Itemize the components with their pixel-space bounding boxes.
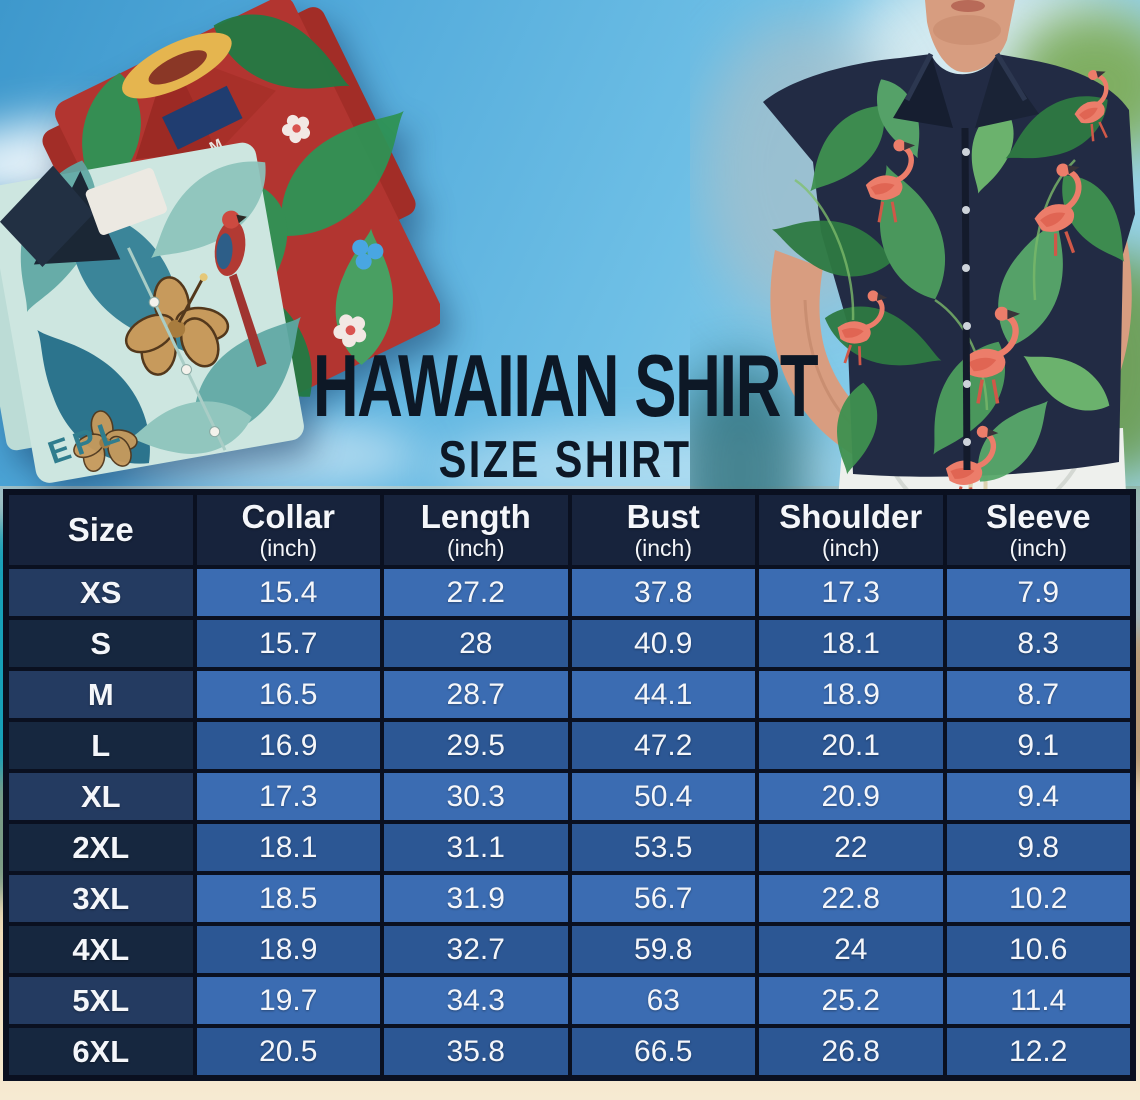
measurement-value: 15.4 (194, 567, 382, 618)
measurement-value: 17.3 (194, 771, 382, 822)
measurement-value: 32.7 (382, 924, 570, 975)
size-label: 2XL (7, 822, 195, 873)
measurement-value: 10.6 (944, 924, 1132, 975)
column-header-sleeve: Sleeve (inch) (944, 493, 1132, 567)
hibiscus-flower (124, 273, 230, 376)
measurement-value: 26.8 (757, 1026, 945, 1077)
measurement-value: 47.2 (569, 720, 757, 771)
measurement-value: 30.3 (382, 771, 570, 822)
measurement-value: 28 (382, 618, 570, 669)
measurement-value: 24 (757, 924, 945, 975)
measurement-value: 37.8 (569, 567, 757, 618)
measurement-value: 34.3 (382, 975, 570, 1026)
table-row: L 16.9 29.5 47.2 20.1 9.1 (7, 720, 1132, 771)
measurement-value: 9.4 (944, 771, 1132, 822)
measurement-value: 9.1 (944, 720, 1132, 771)
size-chart-table: Size Collar (inch) Length (inch) Bust (inch) Sh… (3, 489, 1136, 1081)
size-label: 4XL (7, 924, 195, 975)
measurement-value: 18.1 (194, 822, 382, 873)
size-label: M (7, 669, 195, 720)
measurement-value: 31.1 (382, 822, 570, 873)
measurement-value: 18.9 (757, 669, 945, 720)
measurement-value: 20.5 (194, 1026, 382, 1077)
table-row: 5XL 19.7 34.3 63 25.2 11.4 (7, 975, 1132, 1026)
measurement-value: 11.4 (944, 975, 1132, 1026)
column-header-collar: Collar (inch) (194, 493, 382, 567)
size-label: 5XL (7, 975, 195, 1026)
measurement-value: 63 (569, 975, 757, 1026)
red-shirt-neck-label (162, 85, 243, 150)
column-header-bust: Bust (inch) (569, 493, 757, 567)
teal-hawaiian-shirt: EPL (0, 139, 326, 488)
measurement-value: 9.8 (944, 822, 1132, 873)
size-label: 6XL (7, 1026, 195, 1077)
measurement-value: 28.7 (382, 669, 570, 720)
measurement-value: 18.1 (757, 618, 945, 669)
measurement-value: 31.9 (382, 873, 570, 924)
measurement-value: 56.7 (569, 873, 757, 924)
size-table-rows: XS 15.4 27.2 37.8 17.3 7.9 S 15.7 28 40.9 18.1 8.3 M… (7, 567, 1132, 1077)
size-label: XL (7, 771, 195, 822)
table-row: 2XL 18.1 31.1 53.5 22 9.8 (7, 822, 1132, 873)
table-row: S 15.7 28 40.9 18.1 8.3 (7, 618, 1132, 669)
table-row: XL 17.3 30.3 50.4 20.9 9.4 (7, 771, 1132, 822)
measurement-value: 8.3 (944, 618, 1132, 669)
measurement-value: 20.9 (757, 771, 945, 822)
table-row: 6XL 20.5 35.8 66.5 26.8 12.2 (7, 1026, 1132, 1077)
measurement-value: 59.8 (569, 924, 757, 975)
column-header-length: Length (inch) (382, 493, 570, 567)
folded-shirts-photo: M (0, 0, 440, 488)
measurement-value: 29.5 (382, 720, 570, 771)
measurement-value: 27.2 (382, 567, 570, 618)
size-label: L (7, 720, 195, 771)
measurement-value: 10.2 (944, 873, 1132, 924)
table-row: M 16.5 28.7 44.1 18.9 8.7 (7, 669, 1132, 720)
measurement-value: 22.8 (757, 873, 945, 924)
size-table-header: Size Collar (inch) Length (inch) Bust (inch) Sh… (7, 493, 1132, 567)
size-label: S (7, 618, 195, 669)
shirt-buttons (962, 148, 971, 446)
poster-title-block: HAWAIIAN SHIRT SIZE SHIRT (170, 336, 960, 490)
measurement-value: 50.4 (569, 771, 757, 822)
teal-shirt-neck-label (85, 168, 167, 235)
size-label: XS (7, 567, 195, 618)
poster-title: HAWAIIAN SHIRT (312, 336, 819, 435)
measurement-value: 16.5 (194, 669, 382, 720)
table-row: XS 15.4 27.2 37.8 17.3 7.9 (7, 567, 1132, 618)
measurement-value: 15.7 (194, 618, 382, 669)
measurement-value: 66.5 (569, 1026, 757, 1077)
measurement-value: 53.5 (569, 822, 757, 873)
measurement-value: 12.2 (944, 1026, 1132, 1077)
table-row: 4XL 18.9 32.7 59.8 24 10.6 (7, 924, 1132, 975)
measurement-value: 22 (757, 822, 945, 873)
measurement-value: 8.7 (944, 669, 1132, 720)
measurement-value: 35.8 (382, 1026, 570, 1077)
measurement-value: 18.5 (194, 873, 382, 924)
table-row: 3XL 18.5 31.9 56.7 22.8 10.2 (7, 873, 1132, 924)
measurement-value: 20.1 (757, 720, 945, 771)
measurement-value: 16.9 (194, 720, 382, 771)
measurement-value: 17.3 (757, 567, 945, 618)
poster-subtitle: SIZE SHIRT (438, 430, 692, 489)
shirt-collar (893, 54, 953, 128)
parrot (214, 210, 267, 368)
model-lips (951, 0, 985, 12)
size-label: 3XL (7, 873, 195, 924)
measurement-value: 19.7 (194, 975, 382, 1026)
measurement-value: 44.1 (569, 669, 757, 720)
measurement-value: 18.9 (194, 924, 382, 975)
column-header-size: Size (7, 493, 195, 567)
measurement-value: 7.9 (944, 567, 1132, 618)
column-header-shoulder: Shoulder (inch) (757, 493, 945, 567)
measurement-value: 40.9 (569, 618, 757, 669)
model-neck (925, 0, 1015, 73)
measurement-value: 25.2 (757, 975, 945, 1026)
